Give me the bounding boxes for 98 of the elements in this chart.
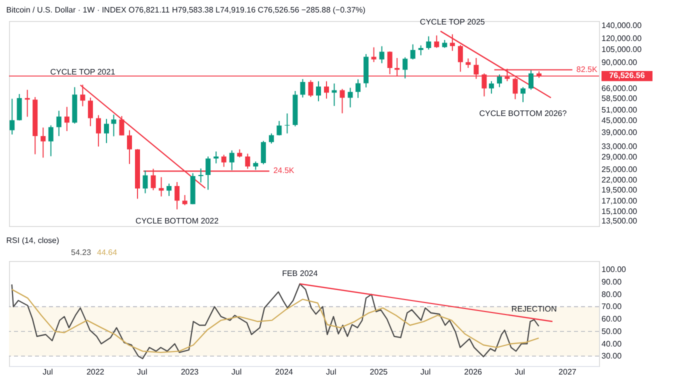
candlestick: [182, 194, 188, 206]
annotation: REJECTION: [511, 304, 557, 314]
y-tick-label: 25,000.00: [602, 164, 638, 174]
candlestick: [332, 83, 337, 106]
candlestick: [348, 87, 353, 108]
y-tick-label: 80.00: [602, 290, 622, 299]
annotation: CYCLE BOTTOM 2022: [136, 216, 220, 226]
x-tick-label: Jul: [137, 368, 148, 376]
candlestick: [520, 86, 526, 103]
candlestick: [371, 46, 376, 63]
candlestick: [10, 98, 15, 136]
y-tick-label: 17,100.00: [602, 196, 638, 206]
annotation: CYCLE TOP 2021: [50, 68, 116, 77]
y-tick-label: 70.00: [602, 302, 622, 312]
candlestick: [24, 89, 30, 118]
candlestick: [111, 114, 116, 137]
y-tick-label: 13,500.00: [602, 216, 638, 226]
x-tick-label: 2027: [558, 368, 577, 376]
candlestick: [276, 120, 282, 136]
candlestick: [96, 114, 101, 148]
x-tick-label: Jul: [420, 368, 431, 376]
candlestick: [268, 132, 274, 144]
series-label: 82.5K: [576, 64, 598, 74]
candlestick: [88, 97, 93, 127]
candlestick: [458, 44, 463, 72]
y-tick-label: 15,100.00: [602, 207, 638, 216]
x-tick-label: Jul: [231, 368, 242, 376]
y-tick-label: 100.00: [602, 265, 627, 274]
chart-title: Bitcoin / U.S. Dollar · 1W · INDEX O76,821.11 H79,583.38 L74,919.16 C76,526.56 −285.88 (−0.37%): [6, 5, 366, 14]
chart-title: RSI (14, close): [6, 236, 60, 245]
x-tick-label: Jul: [514, 368, 526, 376]
x-tick-label: 2026: [464, 368, 483, 376]
x-tick-label: 2023: [180, 368, 200, 376]
x-tick-label: 2025: [370, 368, 388, 376]
candlestick: [158, 176, 164, 197]
candlestick: [166, 183, 172, 196]
candlestick: [466, 58, 471, 68]
candlestick: [56, 110, 62, 137]
candlestick: [64, 106, 70, 132]
y-tick-label: 22,000.00: [602, 176, 638, 185]
y-tick-label: 90,000.00: [602, 58, 638, 68]
candlestick: [496, 74, 502, 88]
candlestick: [528, 70, 534, 90]
annotation: FEB 2024: [282, 268, 318, 278]
candlestick: [198, 168, 204, 183]
candlestick: [48, 124, 54, 157]
y-tick-label: 120,000.00: [602, 34, 642, 44]
annotation: CYCLE BOTTOM 2026?: [479, 109, 568, 118]
y-tick-label: 90.00: [602, 278, 622, 286]
annotation: CYCLE TOP 2025: [420, 17, 486, 26]
candlestick: [260, 140, 266, 165]
ref-line-label: 76,526.56: [609, 71, 646, 80]
candlestick: [126, 130, 132, 164]
y-tick-label: 51,000.00: [602, 105, 638, 114]
candlestick: [206, 156, 211, 190]
y-tick-label: 60.00: [602, 314, 622, 324]
y-tick-label: 58,500.00: [602, 94, 638, 103]
candlestick: [418, 44, 424, 56]
text: 54.23: [71, 248, 92, 257]
x-tick-label: 2024: [275, 368, 294, 376]
candlestick: [402, 56, 408, 79]
candlestick: [324, 80, 329, 100]
candlestick: [229, 150, 234, 171]
y-tick-label: 66,000.00: [602, 84, 638, 93]
y-tick-label: 39,000.00: [602, 128, 638, 137]
candlestick: [340, 88, 345, 114]
candlestick: [174, 182, 180, 210]
y-tick-label: 105,000.00: [602, 45, 642, 54]
candlestick: [308, 80, 314, 98]
y-tick-label: 29,000.00: [602, 152, 638, 162]
candlestick: [40, 127, 46, 158]
candlestick: [426, 36, 432, 50]
y-tick-label: 50.00: [602, 326, 622, 336]
x-tick-label: 2022: [86, 368, 105, 376]
candlestick: [214, 151, 219, 164]
y-tick-label: 140,000.00: [602, 21, 642, 30]
candlestick: [221, 154, 226, 168]
candlestick: [119, 116, 124, 136]
candlestick: [356, 78, 361, 98]
candlestick: [488, 80, 494, 94]
y-tick-label: 45,000.00: [602, 116, 638, 125]
candlestick: [104, 118, 109, 144]
candlestick: [434, 34, 440, 48]
x-tick-label: Jul: [42, 368, 54, 376]
candlestick: [379, 46, 384, 64]
candlestick: [316, 80, 321, 102]
series-label: 24.5K: [273, 166, 295, 176]
candlestick: [142, 170, 148, 194]
text: 44.64: [97, 248, 118, 257]
candlestick: [16, 94, 22, 121]
y-tick-label: 33,000.00: [602, 142, 638, 151]
y-tick-label: 40.00: [602, 339, 622, 348]
candlestick: [410, 44, 416, 60]
y-tick-label: 30.00: [602, 352, 622, 361]
candlestick: [450, 34, 455, 52]
y-tick-label: 19,500.00: [602, 186, 638, 195]
x-tick-label: Jul: [326, 368, 336, 376]
candlestick: [300, 78, 306, 98]
